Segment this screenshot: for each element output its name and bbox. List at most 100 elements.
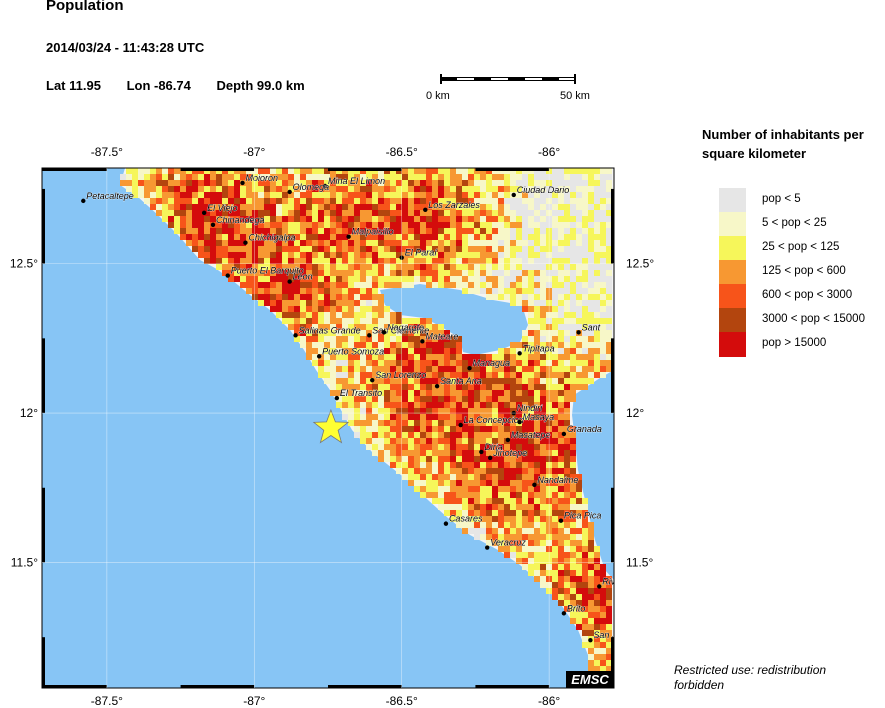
density-cell: [474, 420, 480, 426]
density-cell: [576, 492, 582, 498]
density-cell: [474, 234, 480, 240]
density-cell: [516, 528, 522, 534]
legend-swatch: [719, 332, 746, 357]
density-cell: [456, 186, 462, 192]
city-dot: [334, 395, 340, 401]
density-cell: [570, 570, 576, 576]
city-dot: [532, 482, 537, 487]
legend-label: 125 < pop < 600: [762, 265, 846, 277]
density-cell: [390, 378, 396, 384]
density-cell: [588, 360, 594, 366]
density-cell: [288, 258, 294, 264]
density-cell: [444, 384, 450, 390]
density-cell: [372, 372, 378, 378]
density-cell: [462, 438, 468, 444]
density-cell: [234, 210, 240, 216]
density-cell: [456, 246, 462, 252]
density-cell: [396, 324, 402, 330]
density-cell: [516, 276, 522, 282]
density-cell: [378, 432, 384, 438]
density-cell: [384, 378, 390, 384]
density-cell: [468, 480, 474, 486]
density-cell: [552, 522, 558, 528]
density-cell: [600, 246, 606, 252]
density-cell: [594, 180, 600, 186]
density-cell: [588, 540, 594, 546]
density-cell: [576, 288, 582, 294]
density-cell: [300, 174, 306, 180]
density-cell: [480, 504, 486, 510]
density-cell: [510, 222, 516, 228]
density-cell: [534, 564, 540, 570]
legend-title: Number of inhabitants per square kilomet…: [702, 127, 864, 161]
density-cell: [456, 426, 462, 432]
density-cell: [264, 192, 270, 198]
density-cell: [396, 264, 402, 270]
density-cell: [516, 264, 522, 270]
density-cell: [540, 318, 546, 324]
density-cell: [348, 390, 354, 396]
density-cell: [180, 210, 186, 216]
density-cell: [354, 306, 360, 312]
density-cell: [132, 186, 138, 192]
density-cell: [402, 414, 408, 420]
density-cell: [552, 246, 558, 252]
density-cell: [204, 198, 210, 204]
density-cell: [450, 372, 456, 378]
density-cell: [408, 402, 414, 408]
density-cell: [360, 300, 366, 306]
density-cell: [528, 570, 534, 576]
density-cell: [570, 258, 576, 264]
density-cell: [504, 414, 510, 420]
density-cell: [468, 354, 474, 360]
density-cell: [132, 180, 138, 186]
density-cell: [366, 348, 372, 354]
density-cell: [378, 186, 384, 192]
density-cell: [288, 198, 294, 204]
density-cell: [306, 258, 312, 264]
density-cell: [396, 420, 402, 426]
density-cell: [396, 312, 402, 318]
density-cell: [480, 486, 486, 492]
density-cell: [534, 492, 540, 498]
density-cell: [564, 180, 570, 186]
density-cell: [180, 234, 186, 240]
density-cell: [438, 456, 444, 462]
density-cell: [324, 198, 330, 204]
density-cell: [354, 216, 360, 222]
density-cell: [582, 354, 588, 360]
density-cell: [480, 204, 486, 210]
density-cell: [456, 396, 462, 402]
density-cell: [216, 216, 222, 222]
density-cell: [510, 546, 516, 552]
density-cell: [252, 228, 258, 234]
density-cell: [300, 234, 306, 240]
density-cell: [576, 210, 582, 216]
density-cell: [246, 204, 252, 210]
density-cell: [318, 330, 324, 336]
density-cell: [210, 198, 216, 204]
density-cell: [570, 504, 576, 510]
density-cell: [510, 444, 516, 450]
density-cell: [258, 294, 264, 300]
density-cell: [384, 390, 390, 396]
density-cell: [576, 576, 582, 582]
density-cell: [528, 516, 534, 522]
density-cell: [450, 480, 456, 486]
density-cell: [432, 174, 438, 180]
density-cell: [408, 324, 414, 330]
density-cell: [360, 330, 366, 336]
density-cell: [300, 168, 306, 174]
density-cell: [336, 330, 342, 336]
density-cell: [582, 606, 588, 612]
city-dot: [588, 637, 593, 643]
restricted-notice: Restricted use: redistribution forbidden: [674, 663, 827, 692]
density-cell: [558, 372, 564, 378]
density-cell: [312, 360, 318, 366]
density-cell: [564, 216, 570, 222]
density-cell: [582, 288, 588, 294]
density-cell: [348, 360, 354, 366]
density-cell: [414, 204, 420, 210]
density-cell: [366, 378, 372, 384]
density-cell: [426, 426, 432, 432]
